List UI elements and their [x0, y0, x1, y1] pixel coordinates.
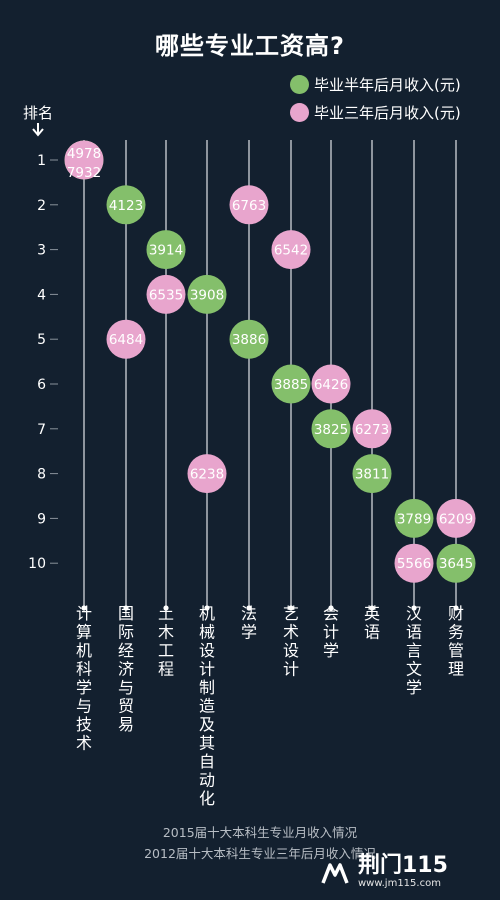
y-tick-label: 1 — [37, 153, 46, 169]
legend-label-six-months: 毕业半年后月收入(元) — [314, 75, 461, 94]
brand-logo: 荆门115 www.jm115.com — [318, 852, 493, 892]
footer-line-2: 2012届十大本科生专业三年后月收入情况 — [144, 846, 376, 861]
data-label-three-years: 5566 — [397, 556, 431, 572]
point-three-years — [146, 274, 186, 314]
point-three-years — [187, 454, 227, 494]
category-label: 法学 — [241, 604, 257, 642]
point-six-months — [106, 185, 146, 225]
category-label: 艺术设计 — [283, 604, 299, 679]
data-label-three-years: 6273 — [355, 422, 389, 438]
data-label-three-years: 6763 — [232, 198, 266, 214]
point-three-years — [311, 364, 351, 404]
point-six-months — [352, 454, 392, 494]
category-label: 英语 — [364, 604, 380, 642]
point-six-months — [436, 543, 476, 583]
legend: 毕业半年后月收入(元) 毕业三年后月收入(元) — [290, 70, 461, 126]
point-six-months — [187, 274, 227, 314]
data-label-three-years: 6535 — [149, 287, 183, 303]
data-label-six-months: 3825 — [314, 422, 348, 438]
point-six-months — [229, 319, 269, 359]
brand-mark-icon — [321, 863, 349, 884]
data-label-three-years: 6426 — [314, 377, 348, 393]
data-label-three-years: 6484 — [109, 332, 143, 348]
point-three-years — [64, 140, 104, 180]
data-label-three-years: 6238 — [190, 467, 224, 483]
category-label: 机械设计制造及其自动化 — [199, 604, 215, 808]
point-three-years — [394, 543, 434, 583]
category-dot — [163, 605, 169, 611]
category-dot — [453, 605, 459, 611]
category-dot — [411, 605, 417, 611]
data-label-six-months: 3645 — [439, 556, 473, 572]
category-dot — [204, 605, 210, 611]
category-label: 财务管理 — [448, 604, 464, 679]
point-three-years — [436, 498, 476, 538]
y-axis-title: 排名 — [23, 104, 53, 122]
legend-swatch-three-years — [290, 102, 309, 122]
category-label: 土木工程 — [158, 604, 174, 679]
data-label-six-months: 3789 — [397, 511, 431, 527]
data-label-six-months: 3885 — [274, 377, 308, 393]
category-dot — [369, 605, 375, 611]
point-six-months — [271, 364, 311, 404]
category-dot — [123, 605, 129, 611]
data-label-three-years: 6209 — [439, 511, 473, 527]
point-three-years — [106, 319, 146, 359]
category-label: 国际经济与贸易 — [118, 604, 134, 734]
category-dot — [328, 605, 334, 611]
y-tick-label: 9 — [37, 511, 46, 527]
point-six-months — [394, 498, 434, 538]
category-dot — [246, 605, 252, 611]
y-tick-label: 4 — [37, 287, 46, 303]
brand-name: 荆门115 — [358, 853, 448, 878]
data-label-six-months: 3908 — [190, 287, 224, 303]
data-label-three-years: 7932 — [67, 165, 101, 181]
category-label: 汉语言文学 — [406, 604, 422, 697]
data-label-six-months: 4978 — [67, 146, 101, 162]
y-tick-label: 5 — [37, 332, 46, 348]
footer-line-1: 2015届十大本科生专业月收入情况 — [162, 825, 358, 840]
data-label-six-months: 3811 — [355, 467, 389, 483]
point-three-years — [271, 230, 311, 270]
legend-item-three-years: 毕业三年后月收入(元) — [290, 98, 461, 126]
legend-label-three-years: 毕业三年后月收入(元) — [314, 103, 461, 122]
category-label: 会计学 — [323, 604, 339, 660]
data-label-three-years: 6542 — [274, 243, 308, 259]
point-three-years — [229, 185, 269, 225]
chart-title: 哪些专业工资高? — [155, 32, 345, 60]
point-three-years — [352, 409, 392, 449]
data-label-six-months: 3886 — [232, 332, 266, 348]
y-tick-label: 3 — [37, 243, 46, 259]
brand-url: www.jm115.com — [358, 878, 441, 889]
legend-swatch-six-months — [290, 74, 309, 94]
category-dot — [288, 605, 294, 611]
category-dot — [81, 605, 87, 611]
y-tick-label: 10 — [28, 556, 46, 572]
data-label-six-months: 4123 — [109, 198, 143, 214]
y-tick-label: 8 — [37, 467, 46, 483]
point-six-months — [311, 409, 351, 449]
point-six-months — [146, 230, 186, 270]
y-tick-label: 7 — [37, 422, 46, 438]
y-axis-arrow-icon — [32, 123, 44, 137]
y-tick-label: 2 — [37, 198, 46, 214]
legend-item-six-months: 毕业半年后月收入(元) — [290, 70, 461, 98]
y-tick-label: 6 — [37, 377, 46, 393]
data-label-six-months: 3914 — [149, 243, 183, 259]
category-label: 计算机科学与技术 — [76, 604, 92, 753]
